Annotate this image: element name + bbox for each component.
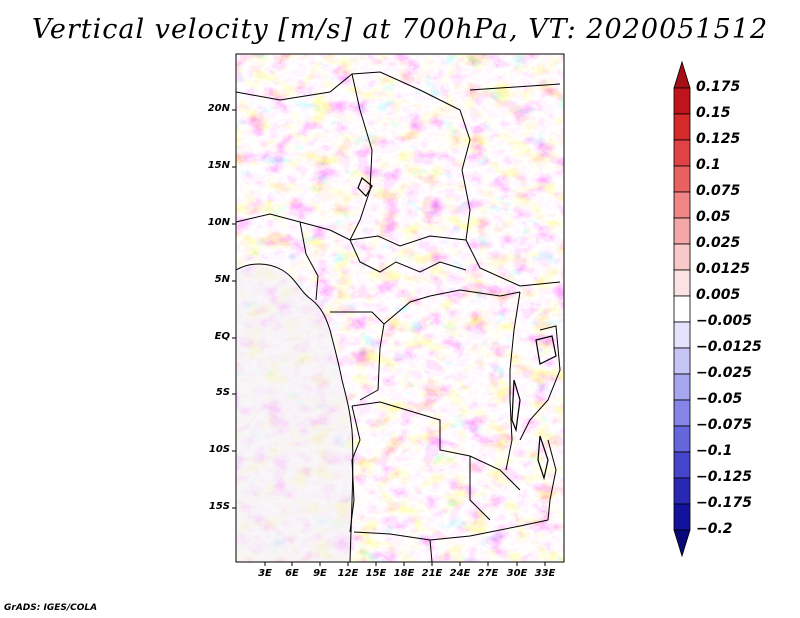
colorbar-label: 0.075 <box>696 183 741 199</box>
colorbar-segment <box>673 87 691 115</box>
colorbar-segment <box>673 113 691 141</box>
lakes <box>357 177 557 481</box>
longitude-label: 15E <box>365 568 387 579</box>
coastline <box>235 263 354 563</box>
colorbar-segment <box>673 243 691 271</box>
longitude-label: 12E <box>337 568 359 579</box>
colorbar-segment <box>673 425 691 453</box>
colorbar-label: −0.125 <box>696 469 753 485</box>
latitude-label: EQ <box>214 331 230 342</box>
map-plot-area <box>235 53 565 563</box>
map-frame <box>235 53 565 563</box>
lake-malawi <box>537 435 549 481</box>
colorbar-segment <box>673 451 691 479</box>
colorbar-label: −0.005 <box>696 313 753 329</box>
colorbar-segment <box>673 191 691 219</box>
colorbar-label: 0.125 <box>696 131 741 147</box>
colorbar-label: −0.025 <box>696 365 753 381</box>
latitude-ticks <box>232 109 236 509</box>
grads-credit: GrADS: IGES/COLA <box>4 603 98 613</box>
map-title: Vertical velocity [m/s] at 700hPa, VT: 2… <box>31 14 769 45</box>
colorbar-label: 0.05 <box>696 209 731 225</box>
colorbar-segment <box>673 165 691 193</box>
colorbar <box>673 60 691 558</box>
longitude-label: 21E <box>421 568 443 579</box>
colorbar-label: 0.175 <box>696 79 741 95</box>
colorbar-segment <box>673 321 691 349</box>
longitude-ticks <box>264 562 546 566</box>
colorbar-label: −0.2 <box>696 521 733 537</box>
lake-chad <box>357 177 373 197</box>
colorbar-label: −0.075 <box>696 417 753 433</box>
latitude-label: 15N <box>207 160 230 171</box>
longitude-label: 9E <box>313 568 327 579</box>
longitude-label: 33E <box>534 568 556 579</box>
colorbar-label: −0.05 <box>696 391 743 407</box>
latitude-label: 5S <box>215 387 230 398</box>
longitude-label: 18E <box>393 568 415 579</box>
colorbar-segment <box>673 347 691 375</box>
ocean-area <box>236 264 353 562</box>
latitude-label: 20N <box>207 103 230 114</box>
colorbar-label: −0.1 <box>696 443 733 459</box>
colorbar-segment <box>673 399 691 427</box>
colorbar-segment <box>673 139 691 167</box>
latitude-label: 5N <box>214 274 230 285</box>
colorbar-label: −0.0125 <box>696 339 762 355</box>
longitude-label: 27E <box>477 568 499 579</box>
latitude-label: 10S <box>208 444 230 455</box>
colorbar-segment <box>673 295 691 323</box>
latitude-label: 15S <box>208 501 230 512</box>
lake-tanganyika <box>511 379 521 433</box>
colorbar-max-arrow <box>673 60 691 89</box>
colorbar-label: 0.15 <box>696 105 731 121</box>
colorbar-segment <box>673 269 691 297</box>
longitude-label: 30E <box>506 568 528 579</box>
longitude-label: 6E <box>285 568 299 579</box>
colorbar-label: 0.0125 <box>696 261 751 277</box>
colorbar-segment <box>673 477 691 505</box>
longitude-label: 24E <box>449 568 471 579</box>
longitude-label: 3E <box>258 568 272 579</box>
colorbar-min-arrow <box>673 529 691 558</box>
colorbar-segment <box>673 503 691 531</box>
colorbar-label: 0.025 <box>696 235 741 251</box>
colorbar-label: 0.1 <box>696 157 721 173</box>
country-borders <box>235 71 561 563</box>
colorbar-label: −0.175 <box>696 495 753 511</box>
latitude-label: 10N <box>207 217 230 228</box>
lake-victoria <box>535 335 557 365</box>
colorbar-segment <box>673 373 691 401</box>
colorbar-label: 0.005 <box>696 287 741 303</box>
colorbar-segment <box>673 217 691 245</box>
